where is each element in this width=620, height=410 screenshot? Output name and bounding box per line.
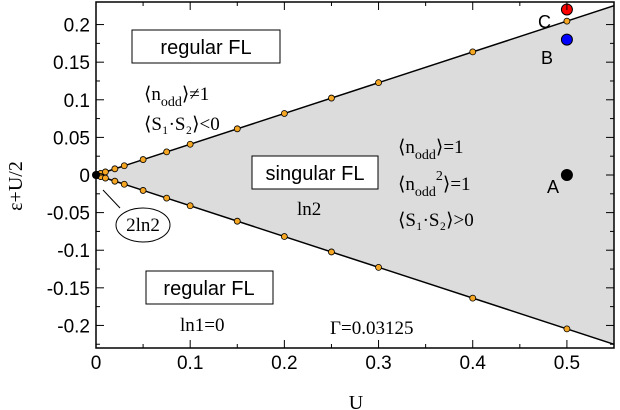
y-tick-label: -0.2 [57,316,90,337]
y-tick-label: 0.1 [64,91,90,112]
phase-boundary-lines [95,5,615,345]
point-label-a: A [547,177,559,197]
x-tick-label: 0.4 [460,353,487,374]
singular-nodd-squared-annotation: ⟨nodd2⟩=1 [398,169,471,200]
singular-nodd-annotation: ⟨nodd⟩=1 [398,137,464,163]
boundary-data-point [469,48,477,56]
boundary-data-point [328,248,335,256]
boundary-data-point [328,94,335,102]
upper-nodd-annotation: ⟨nodd⟩≠1 [144,84,209,110]
boundary-data-point [186,140,194,148]
boundary-data-point [139,156,147,163]
boundary-data-point [233,125,241,133]
y-axis-label: ε+U/2 [5,161,27,211]
boundary-data-point [563,325,571,333]
upper-boundary-line [95,5,615,176]
singular-entropy-label: ln2 [297,199,321,220]
boundary-data-point [563,17,571,25]
lower-boundary-line [95,174,615,345]
x-tick-label: 0.2 [271,353,297,374]
boundary-data-point [139,187,147,194]
singular-fl-box [251,155,379,190]
upper-spin-correlation-annotation: ⟨S₁·S₂⟩<0 [144,114,220,135]
upper-regular-fl-label: regular FL [160,37,251,59]
lower-regular-fl-box [145,270,274,305]
boundary-data-point [280,233,288,240]
x-tick-label: 0 [91,353,102,374]
boundary-data-point [469,294,477,302]
y-tick-label: -0.15 [47,279,90,300]
origin-entropy-label: 2ln2 [126,215,160,236]
x-axis-label: U [349,392,364,410]
origin-callout-line [102,189,121,209]
boundary-data-point [233,217,241,225]
boundary-data-point [111,177,119,185]
boundary-data-point [163,148,171,156]
y-tick-label: 0.15 [53,53,90,74]
upper-regular-fl-box [131,29,281,64]
marked-point-b [560,33,573,46]
x-tick-label: 0.3 [365,353,391,374]
boundary-data-point [102,168,109,176]
x-tick-label: 0.1 [177,353,203,374]
boundary-data-point [163,194,171,202]
tick-labels: 0 0.1 0.2 0.3 0.4 0.5 0.2 0.15 0.1 0.05 0 -0.05 -0.1… [47,16,580,374]
boundary-data-point [280,110,288,117]
boundary-data-point [120,162,128,170]
boundary-data-point [111,165,119,173]
boundary-data-point [375,263,382,271]
boundary-data-point [375,79,382,87]
x-tick-label: 0.5 [554,353,580,374]
point-label-c: C [538,12,551,32]
singular-spin-correlation-annotation: ⟨S₁·S₂⟩>0 [398,210,474,231]
y-tick-label: -0.05 [47,204,90,225]
lower-regular-fl-label: regular FL [163,278,254,300]
gamma-parameter-label: Γ=0.03125 [330,318,413,339]
boundary-data-point [102,174,109,182]
singular-fl-label: singular FL [266,163,365,185]
y-tick-label: -0.1 [57,241,90,262]
point-label-b: B [541,48,553,68]
y-tick-label: 0.2 [64,16,90,37]
y-tick-label: 0.05 [53,128,90,149]
boundary-data-point [186,202,194,210]
origin-entropy-ellipse [115,207,171,243]
plot-frame [95,1,615,349]
lower-entropy-label: ln1=0 [180,315,225,336]
boundary-data-point [120,180,128,188]
marked-point-a [560,169,573,181]
y-tick-label: 0 [79,166,90,187]
